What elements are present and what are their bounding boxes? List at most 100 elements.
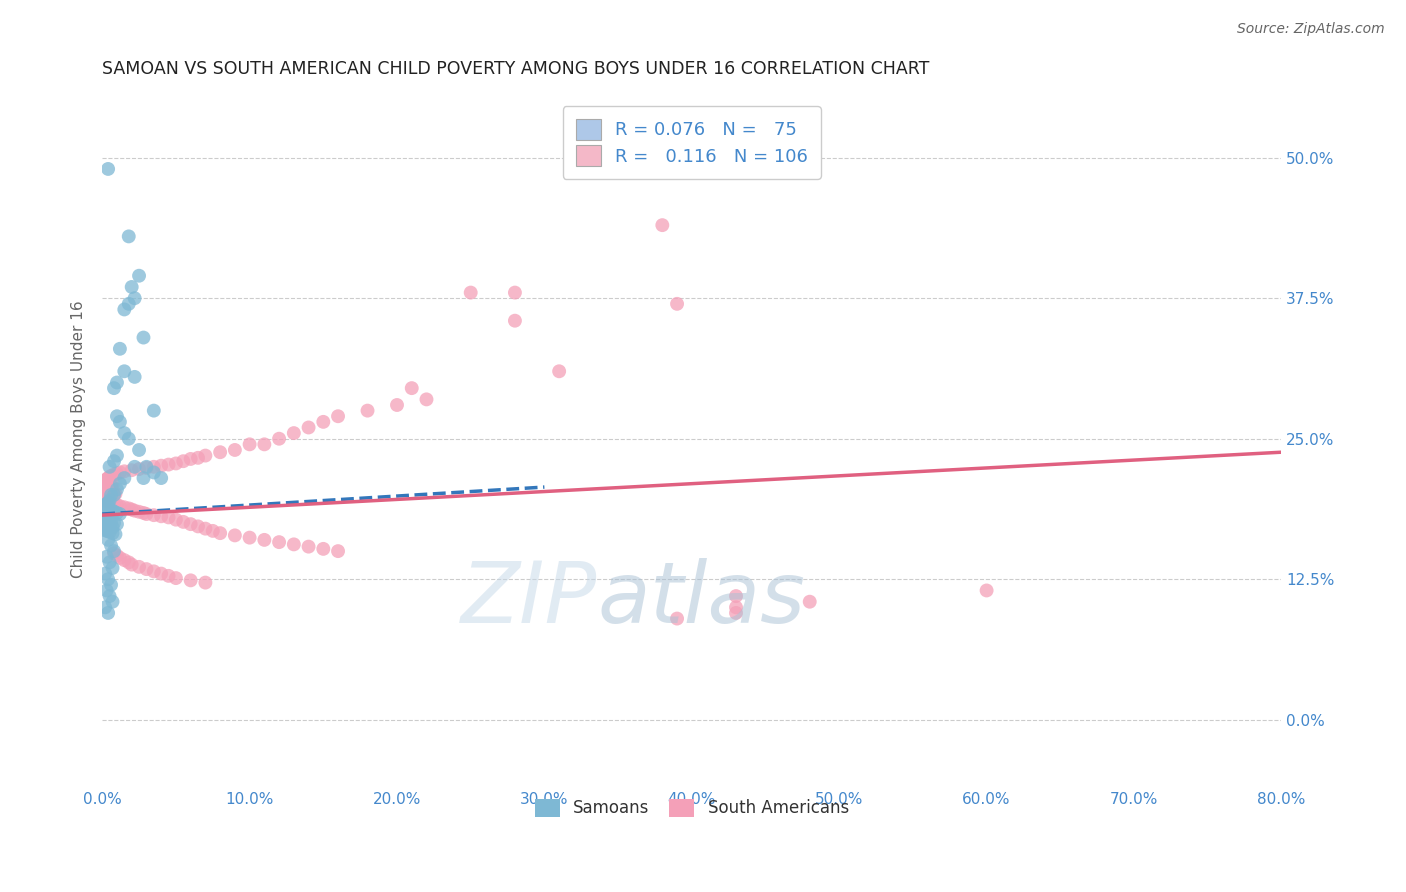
Point: [105, 409, 128, 424]
Point: [724, 606, 747, 620]
Point: [105, 498, 128, 512]
Point: [150, 566, 173, 581]
Point: [121, 463, 143, 477]
Point: [135, 507, 157, 521]
Point: [135, 459, 157, 474]
Point: [96, 549, 118, 564]
Point: [112, 500, 135, 515]
Point: [97, 606, 120, 620]
Point: [651, 218, 673, 232]
Point: [100, 539, 122, 553]
Point: [100, 509, 122, 524]
Point: [150, 458, 173, 473]
Point: [98, 484, 121, 499]
Point: [356, 403, 378, 417]
Text: SAMOAN VS SOUTH AMERICAN CHILD POVERTY AMONG BOYS UNDER 16 CORRELATION CHART: SAMOAN VS SOUTH AMERICAN CHILD POVERTY A…: [103, 60, 929, 78]
Point: [118, 555, 141, 569]
Point: [121, 502, 143, 516]
Point: [97, 161, 120, 176]
Point: [103, 546, 125, 560]
Point: [312, 415, 335, 429]
Point: [150, 471, 173, 485]
Point: [94, 492, 117, 507]
Point: [97, 533, 120, 547]
Point: [100, 578, 122, 592]
Point: [101, 561, 124, 575]
Point: [415, 392, 437, 407]
Point: [253, 437, 276, 451]
Point: [98, 493, 121, 508]
Point: [112, 471, 135, 485]
Point: [976, 583, 998, 598]
Point: [112, 364, 135, 378]
Point: [165, 457, 187, 471]
Point: [100, 479, 122, 493]
Point: [97, 508, 120, 523]
Point: [283, 426, 305, 441]
Point: [187, 519, 209, 533]
Point: [94, 483, 117, 497]
Point: [105, 506, 128, 520]
Point: [135, 562, 157, 576]
Point: [104, 527, 127, 541]
Point: [98, 519, 121, 533]
Point: [142, 459, 165, 474]
Point: [132, 471, 155, 485]
Point: [132, 330, 155, 344]
Point: [724, 589, 747, 603]
Point: [101, 503, 124, 517]
Point: [94, 522, 117, 536]
Point: [121, 280, 143, 294]
Point: [194, 522, 217, 536]
Text: atlas: atlas: [598, 558, 806, 640]
Point: [96, 501, 118, 516]
Point: [103, 381, 125, 395]
Point: [103, 544, 125, 558]
Point: [326, 409, 349, 424]
Point: [104, 487, 127, 501]
Point: [724, 600, 747, 615]
Point: [142, 466, 165, 480]
Point: [108, 499, 131, 513]
Point: [172, 515, 194, 529]
Point: [98, 476, 121, 491]
Point: [105, 449, 128, 463]
Point: [503, 314, 526, 328]
Point: [108, 466, 131, 480]
Point: [108, 507, 131, 521]
Point: [93, 499, 115, 513]
Point: [103, 467, 125, 482]
Point: [124, 459, 146, 474]
Point: [100, 515, 122, 529]
Point: [165, 571, 187, 585]
Point: [194, 449, 217, 463]
Point: [96, 510, 118, 524]
Point: [96, 491, 118, 506]
Point: [98, 589, 121, 603]
Point: [105, 483, 128, 497]
Point: [96, 583, 118, 598]
Point: [297, 420, 319, 434]
Point: [101, 520, 124, 534]
Point: [118, 229, 141, 244]
Point: [101, 595, 124, 609]
Point: [94, 473, 117, 487]
Point: [103, 488, 125, 502]
Point: [100, 488, 122, 502]
Point: [105, 517, 128, 532]
Point: [94, 566, 117, 581]
Point: [98, 524, 121, 539]
Point: [100, 468, 122, 483]
Point: [124, 503, 146, 517]
Point: [194, 575, 217, 590]
Point: [101, 526, 124, 541]
Point: [118, 297, 141, 311]
Point: [124, 291, 146, 305]
Point: [97, 490, 120, 504]
Point: [96, 518, 118, 533]
Point: [180, 574, 202, 588]
Point: [312, 541, 335, 556]
Point: [209, 526, 232, 541]
Point: [103, 516, 125, 530]
Point: [112, 302, 135, 317]
